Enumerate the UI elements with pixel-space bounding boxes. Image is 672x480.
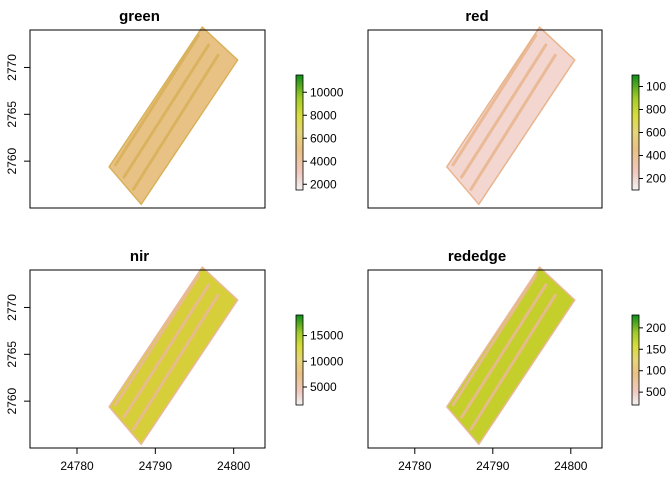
panel-title: green	[119, 8, 160, 25]
raster-stripe-1	[113, 274, 200, 407]
y-tick-label: 2760	[5, 147, 19, 174]
legend-tick-label: 150	[646, 342, 666, 356]
legend-tick-label: 10000	[310, 85, 344, 99]
legend-colorbar: 5000 10000 15000	[295, 314, 344, 406]
panel-title: rededge	[448, 248, 506, 265]
raster-stripe-2	[460, 283, 548, 419]
raster-field	[445, 266, 576, 446]
legend-tick-label: 5000	[310, 380, 337, 394]
legend-tick-label: 800	[646, 103, 666, 117]
panel-title: red	[465, 8, 488, 25]
panel-title: nir	[130, 248, 149, 265]
y-tick-label: 2765	[5, 101, 19, 128]
y-tick-label: 2770	[5, 294, 19, 321]
legend-tick-label: 2000	[310, 177, 337, 191]
panel-green: green 2760 2765 2770 2000 4000 6000 8000 10000	[5, 8, 344, 209]
legend-tick-label: 500	[646, 385, 666, 399]
raster-stripe-2	[122, 283, 211, 419]
raster-field	[108, 266, 239, 446]
raster-stripe-1	[451, 274, 538, 407]
panel-red: red 200 400 600 800 100	[367, 8, 666, 209]
raster-stripe-2	[122, 43, 211, 179]
legend-tick-label: 100	[646, 364, 666, 378]
raster-stripe-1	[113, 34, 200, 167]
plot-box	[367, 269, 603, 449]
raster-stripe-3	[469, 293, 557, 431]
legend-tick-label: 8000	[310, 108, 337, 122]
legend-tick-label: 200	[646, 321, 666, 335]
legend-gradient	[295, 314, 304, 406]
raster-field	[445, 26, 576, 206]
plot-box	[367, 29, 603, 209]
legend-tick-label: 6000	[310, 131, 337, 145]
raster-stripe-2	[460, 43, 548, 179]
legend-tick-label: 15000	[310, 329, 344, 343]
legend-tick-label: 10000	[310, 354, 344, 368]
legend-tick-label: 400	[646, 149, 666, 163]
legend-tick-label: 4000	[310, 154, 337, 168]
legend-gradient	[631, 74, 640, 191]
x-tick-label: 24790	[139, 459, 173, 473]
raster-stripe-1	[451, 34, 538, 167]
panel-rededge: rededge 24780 24790 24800 500 100 150 200	[367, 248, 666, 473]
raster-field	[108, 26, 239, 206]
legend-tick-label: 100	[646, 80, 666, 94]
legend-tick-label: 200	[646, 172, 666, 186]
x-tick-label: 24780	[398, 459, 432, 473]
legend-gradient	[631, 314, 640, 406]
legend-gradient	[295, 74, 304, 191]
legend-colorbar: 200 400 600 800 100	[631, 74, 666, 191]
y-tick-label: 2765	[5, 341, 19, 368]
x-tick-label: 24800	[554, 459, 588, 473]
legend-colorbar: 2000 4000 6000 8000 10000	[295, 74, 344, 191]
legend-colorbar: 500 100 150 200	[631, 314, 666, 406]
plot-box	[29, 269, 266, 449]
raster-stripe-3	[469, 53, 557, 191]
x-tick-label: 24780	[60, 459, 94, 473]
raster-stripe-3	[131, 293, 220, 431]
raster-stripe-3	[131, 53, 220, 191]
panel-nir: nir 2760 2765 2770 24780 24790 24800 5000 10000 1…	[5, 248, 344, 473]
x-tick-label: 24800	[217, 459, 251, 473]
y-tick-label: 2770	[5, 54, 19, 81]
y-tick-label: 2760	[5, 387, 19, 414]
plot-box	[29, 29, 266, 209]
legend-tick-label: 600	[646, 126, 666, 140]
x-tick-label: 24790	[476, 459, 510, 473]
